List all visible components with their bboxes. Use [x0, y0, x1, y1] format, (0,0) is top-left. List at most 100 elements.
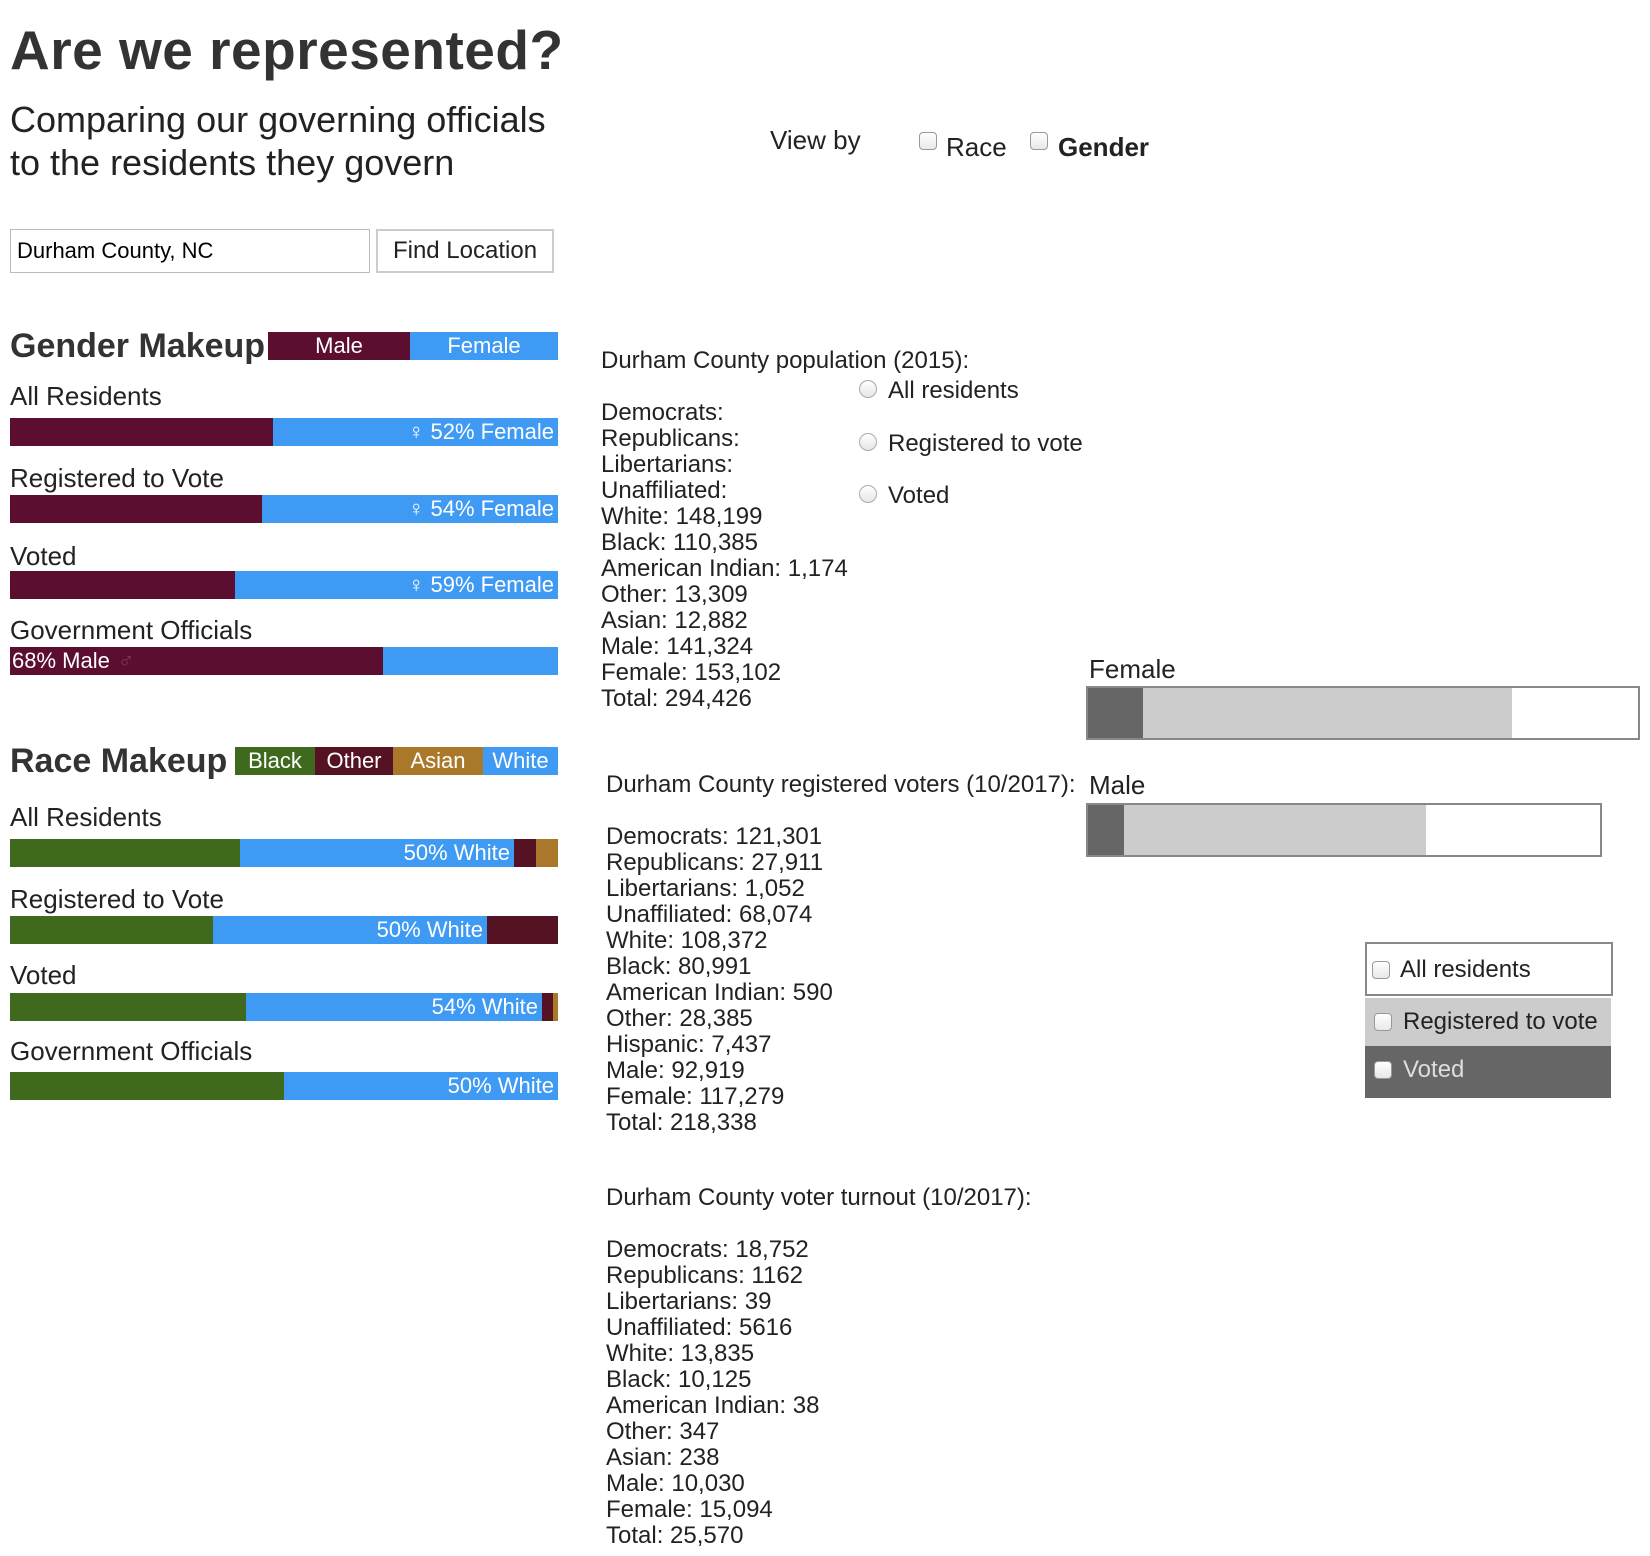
race-bar: 50% White — [10, 916, 558, 944]
gender-bar-male-segment — [10, 495, 262, 523]
turnout-stat-line: Libertarians: 39 — [606, 1288, 772, 1315]
gender-bar: ♀ 54% Female — [10, 495, 558, 523]
gender-checkbox[interactable] — [1030, 132, 1048, 150]
registered-stat-line: Other: 28,385 — [606, 1005, 753, 1032]
gender-bar: ♀ 59% Female — [10, 571, 558, 599]
female-symbol-icon: ♀ — [407, 572, 425, 597]
comparison-female-bar — [1086, 686, 1640, 740]
comparison-female-label: Female — [1089, 654, 1176, 684]
race-bar-text: 50% White — [403, 840, 510, 865]
registered-stat-line: Republicans: 27,911 — [606, 849, 824, 876]
filter-registered-label: Registered to vote — [1403, 1008, 1598, 1035]
turnout-stat-line: Female: 15,094 — [606, 1496, 773, 1523]
location-input[interactable] — [10, 229, 370, 273]
registered-stat-line: Male: 92,919 — [606, 1057, 745, 1084]
race-row-label: Voted — [10, 960, 77, 990]
turnout-stat-line: Black: 10,125 — [606, 1366, 752, 1393]
radio-voted[interactable] — [859, 485, 877, 503]
legend-other: Other — [315, 747, 393, 775]
gender-bar-percent: 52% Female — [430, 419, 554, 444]
radio-registered-label: Registered to vote — [888, 430, 1083, 457]
race-bar-text: 54% White — [431, 994, 538, 1019]
registered-title: Durham County registered voters (10/2017… — [606, 771, 1076, 798]
find-location-button[interactable]: Find Location — [376, 229, 554, 273]
gender-bar-text: 68% Male ♂ — [12, 647, 134, 675]
gender-bar-text: ♀ 52% Female — [408, 418, 554, 446]
race-row-label: All Residents — [10, 802, 162, 832]
gender-bar-text: ♀ 54% Female — [408, 495, 554, 523]
filter-registered-checkbox[interactable] — [1374, 1013, 1392, 1031]
gender-row-label: Registered to Vote — [10, 463, 224, 493]
gender-bar-male-segment — [10, 418, 273, 446]
page-subtitle: Comparing our governing officials to the… — [10, 98, 546, 184]
female-symbol-icon: ♀ — [407, 496, 425, 521]
population-title: Durham County population (2015): — [601, 347, 970, 374]
registered-stat-line: White: 108,372 — [606, 927, 768, 954]
radio-registered[interactable] — [859, 433, 877, 451]
turnout-stat-line: White: 13,835 — [606, 1340, 755, 1367]
gender-row-label: Voted — [10, 541, 77, 571]
race-bar: 50% White — [10, 1072, 558, 1100]
gender-row-label: All Residents — [10, 381, 162, 411]
gender-checkbox-label: Gender — [1058, 132, 1150, 162]
comparison-male-label: Male — [1089, 770, 1146, 800]
population-stat-line: American Indian: 1,174 — [601, 555, 848, 582]
radio-all-residents-label: All residents — [888, 377, 1019, 404]
race-bar-white-segment — [213, 916, 487, 944]
filter-voted-label: Voted — [1403, 1056, 1465, 1083]
filter-all-residents[interactable]: All residents — [1365, 942, 1613, 996]
subtitle-line-1: Comparing our governing officials — [10, 99, 546, 140]
radio-all-residents[interactable] — [859, 380, 877, 398]
gender-bar: ♀ 52% Female — [10, 418, 558, 446]
race-row-label: Government Officials — [10, 1036, 253, 1066]
registered-stat-line: Black: 80,991 — [606, 953, 752, 980]
race-bar: 54% White — [10, 993, 558, 1021]
turnout-stat-line: Other: 347 — [606, 1418, 720, 1445]
filter-voted-checkbox[interactable] — [1374, 1061, 1392, 1079]
population-stat-line: Republicans: — [601, 425, 740, 452]
filter-all-residents-checkbox[interactable] — [1372, 961, 1390, 979]
gender-bar-male-segment — [10, 647, 383, 675]
race-bar-black-segment — [10, 993, 246, 1021]
race-bar-white-segment — [240, 839, 514, 867]
gender-bar-male-segment — [10, 571, 235, 599]
male-symbol-icon: ♂ — [117, 648, 135, 673]
filter-voted[interactable]: Voted — [1365, 1046, 1611, 1098]
turnout-stat-line: Total: 25,570 — [606, 1522, 744, 1549]
registered-stat-line: Libertarians: 1,052 — [606, 875, 805, 902]
registered-stat-line: Female: 117,279 — [606, 1083, 785, 1110]
race-bar-other-segment — [487, 916, 558, 944]
population-stat-line: Male: 141,324 — [601, 633, 754, 660]
race-checkbox[interactable] — [919, 132, 937, 150]
race-makeup-title: Race Makeup — [10, 742, 228, 780]
registered-stat-line: Unaffiliated: 68,074 — [606, 901, 813, 928]
turnout-stat-line: Asian: 238 — [606, 1444, 720, 1471]
population-stat-line: Unaffiliated: — [601, 477, 728, 504]
population-stat-line: Black: 110,385 — [601, 529, 758, 556]
comparison-female-fill — [1088, 688, 1512, 738]
filter-registered[interactable]: Registered to vote — [1365, 998, 1611, 1046]
race-bar: 50% White — [10, 839, 558, 867]
turnout-stat-line: Republicans: 1162 — [606, 1262, 804, 1289]
race-bar-other-segment — [514, 839, 536, 867]
population-stat-line: Democrats: — [601, 399, 724, 426]
legend-asian: Asian — [393, 747, 483, 775]
population-stat-line: Libertarians: — [601, 451, 734, 478]
registered-stat-line: American Indian: 590 — [606, 979, 833, 1006]
race-checkbox-label: Race — [946, 132, 1007, 162]
comparison-female-dark-fill — [1088, 688, 1143, 738]
gender-makeup-title: Gender Makeup — [10, 327, 266, 365]
gender-bar: 68% Male ♂ — [10, 647, 558, 675]
turnout-stats: Durham County voter turnout (10/2017): D… — [606, 1185, 1032, 1549]
registered-stat-line: Democrats: 121,301 — [606, 823, 823, 850]
comparison-male-dark-fill — [1088, 805, 1124, 855]
gender-bar-percent: 54% Female — [430, 496, 554, 521]
population-stat-line: White: 148,199 — [601, 503, 763, 530]
race-row-label: Registered to Vote — [10, 884, 224, 914]
turnout-stat-line: Male: 10,030 — [606, 1470, 745, 1497]
legend-female: Female — [410, 332, 558, 360]
population-stats: Durham County population (2015): Democra… — [601, 347, 970, 712]
race-bar-white-segment — [284, 1072, 558, 1100]
gender-bar-text: ♀ 59% Female — [408, 571, 554, 599]
page-title: Are we represented? — [10, 19, 564, 81]
